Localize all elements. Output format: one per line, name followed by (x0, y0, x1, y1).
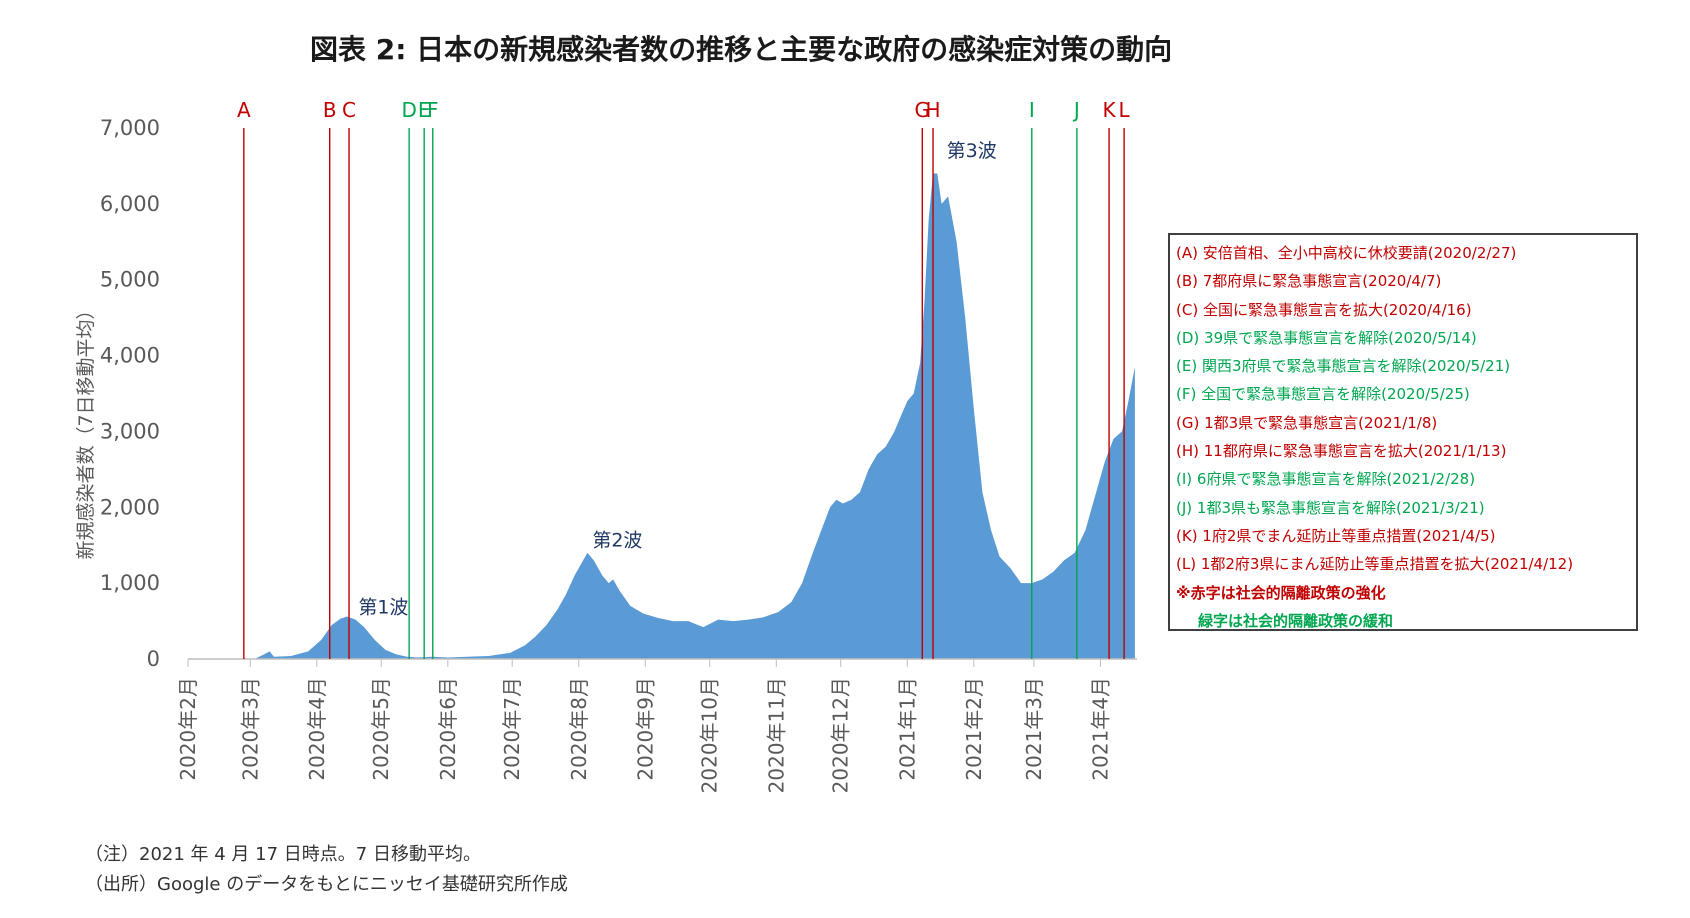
infection-area (188, 173, 1135, 659)
wave-label: 第3波 (947, 140, 997, 162)
legend-item: (I) 6府県で緊急事態宣言を解除(2021/2/28) (1176, 470, 1476, 489)
legend-item: (J) 1都3県も緊急事態宣言を解除(2021/3/21) (1176, 498, 1485, 517)
chart-title: 図表 2: 日本の新規感染者数の推移と主要な政府の感染症対策の動向 (310, 33, 1172, 66)
x-tick-label: 2020年10月 (698, 677, 722, 793)
event-lines: A B C D EF GH I J K L (237, 98, 1131, 659)
event-label-e: E (418, 98, 431, 122)
y-tick-label: 7,000 (100, 116, 160, 140)
footnote-note: （注）2021 年 4 月 17 日時点。7 日移動平均。 (85, 844, 481, 865)
legend-item: (C) 全国に緊急事態宣言を拡大(2020/4/16) (1176, 300, 1472, 319)
legend-note-relax: 緑字は社会的隔離政策の緩和 (1198, 611, 1394, 630)
legend-item: (H) 11都府県に緊急事態宣言を拡大(2021/1/13) (1176, 442, 1507, 461)
wave-label: 第1波 (358, 596, 408, 618)
legend-item: (B) 7都府県に緊急事態宣言(2020/4/7) (1176, 272, 1442, 291)
x-tick-label: 2021年2月 (962, 677, 986, 781)
wave-label: 第2波 (592, 530, 642, 552)
legend-item: (L) 1都2府3県にまん延防止等重点措置を拡大(2021/4/12) (1176, 555, 1574, 574)
y-tick-label: 6,000 (100, 192, 160, 216)
event-label-d: D (401, 98, 416, 122)
x-tick-label: 2020年7月 (500, 677, 524, 781)
y-tick-label: 3,000 (100, 419, 160, 443)
legend-note-tighten: ※赤字は社会的隔離政策の強化 (1176, 583, 1386, 602)
x-ticks: 2020年2月 2020年3月 2020年4月 2020年5月 2020年6月 2020年… (176, 659, 1113, 793)
event-label-a: A (237, 98, 251, 122)
legend-item: (D) 39県で緊急事態宣言を解除(2020/5/14) (1176, 328, 1477, 347)
legend-item: (E) 関西3府県で緊急事態宣言を解除(2020/5/21) (1176, 357, 1511, 376)
x-tick-label: 2020年6月 (436, 677, 460, 781)
x-tick-label: 2020年12月 (829, 677, 853, 793)
x-tick-label: 2020年5月 (369, 677, 393, 781)
event-label-j: J (1072, 98, 1080, 122)
event-label-c: C (342, 98, 356, 122)
legend-item: (G) 1都3県で緊急事態宣言(2021/1/8) (1176, 413, 1438, 432)
x-tick-label: 2021年4月 (1089, 677, 1113, 781)
wave-annotations: 第1波 第2波 第3波 (358, 140, 996, 619)
x-tick-label: 2020年2月 (176, 677, 200, 781)
legend-item: (F) 全国で緊急事態宣言を解除(2020/5/25) (1176, 385, 1470, 404)
event-label-f: F (427, 98, 439, 122)
x-tick-label: 2021年3月 (1022, 677, 1046, 781)
event-label-k: K (1103, 98, 1117, 122)
event-label-g: G (915, 98, 931, 122)
footnote-source: （出所）Google のデータをもとにニッセイ基礎研究所作成 (85, 874, 568, 895)
x-tick-label: 2020年9月 (633, 677, 657, 781)
y-tick-label: 4,000 (100, 344, 160, 368)
y-tick-label: 2,000 (100, 495, 160, 519)
x-tick-label: 2021年1月 (895, 677, 919, 781)
event-label-h: H (926, 98, 941, 122)
y-axis-label: 新規感染者数（7日移動平均） (75, 300, 97, 559)
event-label-i: I (1029, 98, 1035, 122)
legend-item: (A) 安倍首相、全小中高校に休校要請(2020/2/27) (1176, 244, 1517, 262)
x-tick-label: 2020年4月 (305, 677, 329, 781)
y-ticks: 0 1,000 2,000 3,000 4,000 5,000 6,000 7,000 (100, 116, 160, 671)
area-series (188, 173, 1135, 659)
x-tick-label: 2020年8月 (567, 677, 591, 781)
event-label-l: L (1119, 98, 1131, 122)
event-label-b: B (323, 98, 337, 122)
legend: (A) 安倍首相、全小中高校に休校要請(2020/2/27) (B) 7都府県に緊… (1168, 233, 1638, 631)
y-tick-label: 5,000 (100, 268, 160, 292)
x-tick-label: 2020年3月 (238, 677, 262, 781)
y-tick-label: 1,000 (100, 571, 160, 595)
legend-item: (K) 1府2県でまん延防止等重点措置(2021/4/5) (1176, 526, 1496, 545)
y-tick-label: 0 (147, 647, 160, 671)
x-tick-label: 2020年11月 (764, 677, 788, 793)
